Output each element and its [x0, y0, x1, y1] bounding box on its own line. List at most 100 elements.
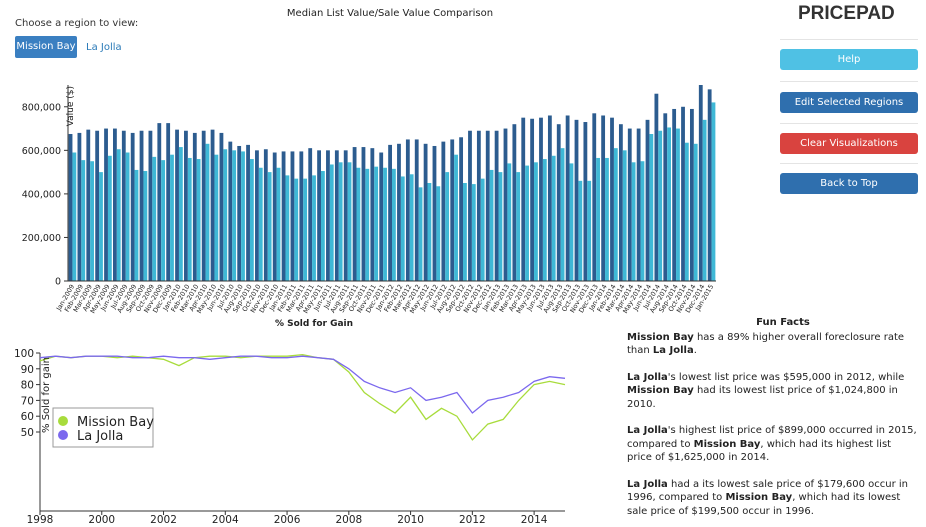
bar — [560, 148, 565, 281]
region-name: Mission Bay — [725, 492, 793, 503]
bar — [258, 167, 263, 281]
bar — [276, 167, 281, 281]
bar — [711, 102, 716, 281]
region-name: Mission Bay — [627, 331, 694, 343]
bar — [432, 145, 437, 281]
bar — [640, 161, 645, 281]
bar — [418, 187, 423, 281]
fact-text: 's lowest list price was $595,000 in 201… — [667, 371, 905, 383]
edit-regions-button[interactable]: Edit Selected Regions — [780, 92, 918, 113]
clear-button[interactable]: Clear Visualizations — [780, 133, 918, 154]
bar — [551, 155, 556, 281]
bar — [303, 178, 308, 281]
bar — [392, 168, 396, 281]
bar — [152, 156, 157, 281]
bar — [320, 171, 325, 281]
x-tick-label: 2006 — [274, 514, 301, 526]
y-tick-label: 90 — [21, 364, 34, 376]
bar — [471, 184, 476, 281]
region-name: Mission Bay — [627, 385, 694, 396]
bar — [170, 154, 174, 281]
bar — [86, 129, 91, 281]
bar — [232, 150, 237, 281]
bar — [104, 128, 108, 281]
bar — [702, 119, 707, 281]
bar — [636, 128, 641, 281]
separator — [780, 123, 918, 124]
bar — [90, 161, 95, 281]
y-tick-label: 70 — [21, 395, 34, 407]
region-name: La Jolla — [627, 478, 668, 490]
y-tick-label: 400,000 — [22, 189, 61, 200]
chart-title: Median List Value/Sale Value Comparison — [287, 8, 493, 19]
bar — [693, 143, 698, 281]
bar — [125, 152, 130, 281]
region-tab-active[interactable]: Mission Bay — [15, 36, 77, 58]
x-tick-label: 2004 — [212, 514, 239, 526]
y-tick-label: 50 — [21, 427, 34, 439]
x-axis-label: % Sold for Gain — [275, 319, 353, 329]
bar — [139, 130, 144, 281]
y-tick-label: 60 — [21, 411, 34, 423]
bar — [263, 149, 268, 281]
bar — [241, 151, 245, 281]
bar — [534, 162, 538, 281]
bar — [95, 130, 100, 281]
bar — [374, 166, 379, 281]
y-tick-label: 80 — [21, 380, 34, 392]
bar — [645, 119, 650, 281]
bar — [299, 151, 304, 281]
bar — [219, 132, 224, 281]
legend-marker — [58, 430, 68, 440]
help-button[interactable]: Help — [780, 49, 918, 70]
bar — [161, 160, 166, 281]
bar — [676, 128, 680, 281]
bar — [113, 128, 117, 281]
bar — [489, 169, 494, 281]
bar — [205, 143, 210, 281]
bar — [338, 162, 343, 281]
bar — [326, 150, 330, 281]
bar — [281, 151, 286, 281]
bar — [107, 155, 112, 281]
legend-label: Mission Bay — [77, 415, 154, 430]
bar — [698, 85, 703, 281]
bar — [587, 180, 592, 281]
back-to-top-button[interactable]: Back to Top — [780, 173, 918, 194]
legend-label: La Jolla — [77, 429, 123, 444]
bar — [583, 122, 588, 282]
y-tick-label: 600,000 — [22, 146, 61, 157]
bar — [436, 186, 441, 281]
bar — [196, 159, 201, 281]
fact: La Jolla had a its lowest sale price of … — [627, 478, 919, 519]
fact-text: , which had its lowest sale price of $19… — [627, 492, 901, 517]
bar — [157, 123, 162, 281]
bar — [130, 132, 135, 281]
bar — [610, 117, 614, 282]
bar — [379, 152, 384, 281]
bar — [370, 148, 375, 281]
x-tick-label: 1998 — [27, 514, 54, 526]
separator — [780, 163, 918, 164]
bar — [383, 167, 387, 281]
bar — [134, 169, 139, 281]
bar — [547, 115, 552, 281]
x-tick-label: 2000 — [88, 514, 115, 526]
x-tick-label: 2014 — [521, 514, 548, 526]
region-name: La Jolla — [627, 425, 668, 436]
bar — [622, 150, 627, 281]
bar — [388, 144, 392, 281]
bar — [210, 129, 215, 281]
bar — [681, 106, 685, 282]
x-tick-label: 2010 — [397, 514, 424, 526]
region-tab[interactable]: La Jolla — [86, 42, 122, 53]
bar — [148, 130, 153, 281]
bar — [658, 130, 663, 281]
bar — [308, 148, 313, 281]
fact-text: has a 89% higher overall foreclosure rat… — [627, 331, 905, 357]
bar — [267, 172, 272, 281]
bar — [476, 130, 481, 281]
fact: Mission Bay has a 89% higher overall for… — [627, 331, 919, 358]
bar — [707, 89, 712, 281]
